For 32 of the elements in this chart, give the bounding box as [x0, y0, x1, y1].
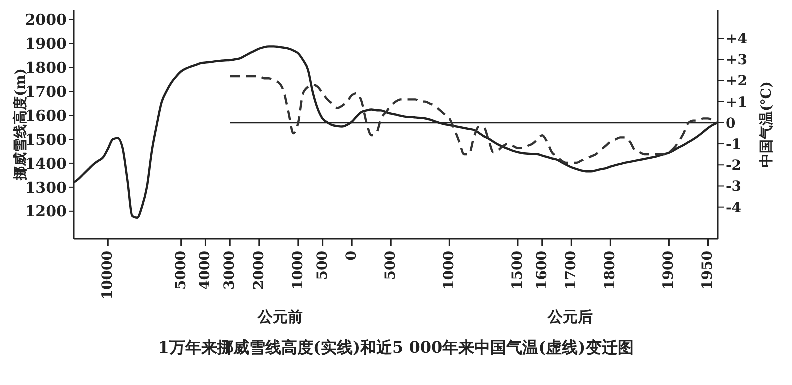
text: 公元后: [548, 308, 593, 327]
y-tick-label: 1200: [25, 202, 67, 221]
y2-tick-label: +1: [726, 94, 748, 111]
y2-tick-label: +2: [726, 74, 748, 90]
y2-tick-label: +4: [726, 31, 748, 48]
y2-tick-label: -2: [726, 158, 742, 174]
x-tick-label: 500: [314, 250, 331, 280]
y-tick-label: 1900: [25, 34, 67, 53]
x-tick-label: 3000: [222, 250, 238, 290]
x-tick-label: 1500: [510, 250, 526, 290]
text: 公元前: [258, 308, 303, 327]
x-tick-label: 10000: [100, 250, 116, 300]
x-tick-label: 5000: [173, 250, 190, 290]
text: 1万年来挪威雪线高度(实线)和近5 000年来中国气温(虚线)变迁图: [157, 338, 635, 359]
y2-tick-label: 0: [726, 116, 736, 132]
x-tick-label: 1950: [700, 250, 716, 290]
y2-tick-label: -4: [726, 200, 742, 216]
x-tick-label: 1000: [442, 250, 458, 290]
x-tick-label: 2000: [251, 250, 268, 290]
y2-axis-title: 中国气温(℃): [758, 81, 775, 168]
x-tick-label: 1800: [602, 250, 619, 290]
x-tick-label: 1600: [534, 250, 550, 290]
x-tick-label: 500: [383, 250, 400, 280]
y2-tick-label: -1: [726, 136, 742, 153]
y-tick-label: 2000: [25, 10, 67, 29]
x-tick-label: 4000: [198, 250, 214, 290]
x-tick-label: 1700: [564, 250, 580, 290]
x-tick-label: 1000: [290, 250, 306, 290]
y2-tick-label: -3: [726, 179, 742, 196]
y2-tick-label: +3: [726, 52, 748, 69]
x-tick-label: 1900: [661, 250, 678, 290]
x-tick-label: 0: [344, 250, 360, 261]
